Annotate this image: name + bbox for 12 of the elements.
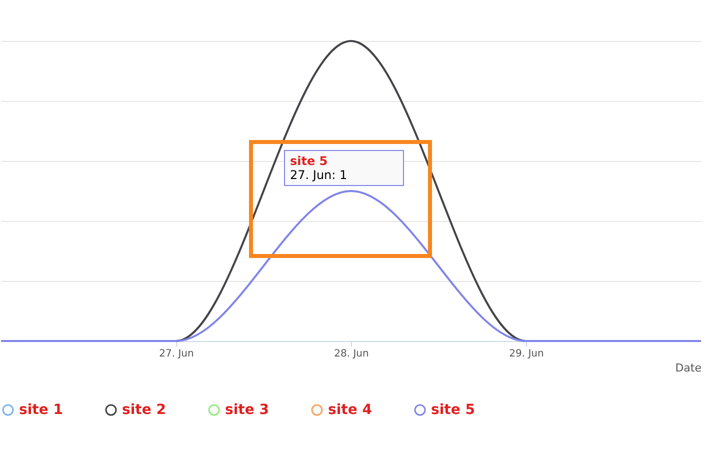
legend-label: site 1 xyxy=(19,402,63,418)
x-tick-label: 27. Jun xyxy=(159,348,194,360)
legend-label: site 4 xyxy=(328,402,372,418)
annotation: 27. Jun: 1 xyxy=(290,168,348,182)
x-tick-label: 29. Jun xyxy=(509,348,544,360)
x-tick-label: 28. Jun xyxy=(334,348,369,360)
x-axis-title: Date xyxy=(675,362,702,374)
annotation: site 5 xyxy=(290,154,329,168)
tooltip-box: site 5 27. Jun: 1 xyxy=(284,150,404,186)
legend-label: site 5 xyxy=(431,402,475,418)
legend-label: site 2 xyxy=(122,402,166,418)
legend-label: site 3 xyxy=(225,402,269,418)
